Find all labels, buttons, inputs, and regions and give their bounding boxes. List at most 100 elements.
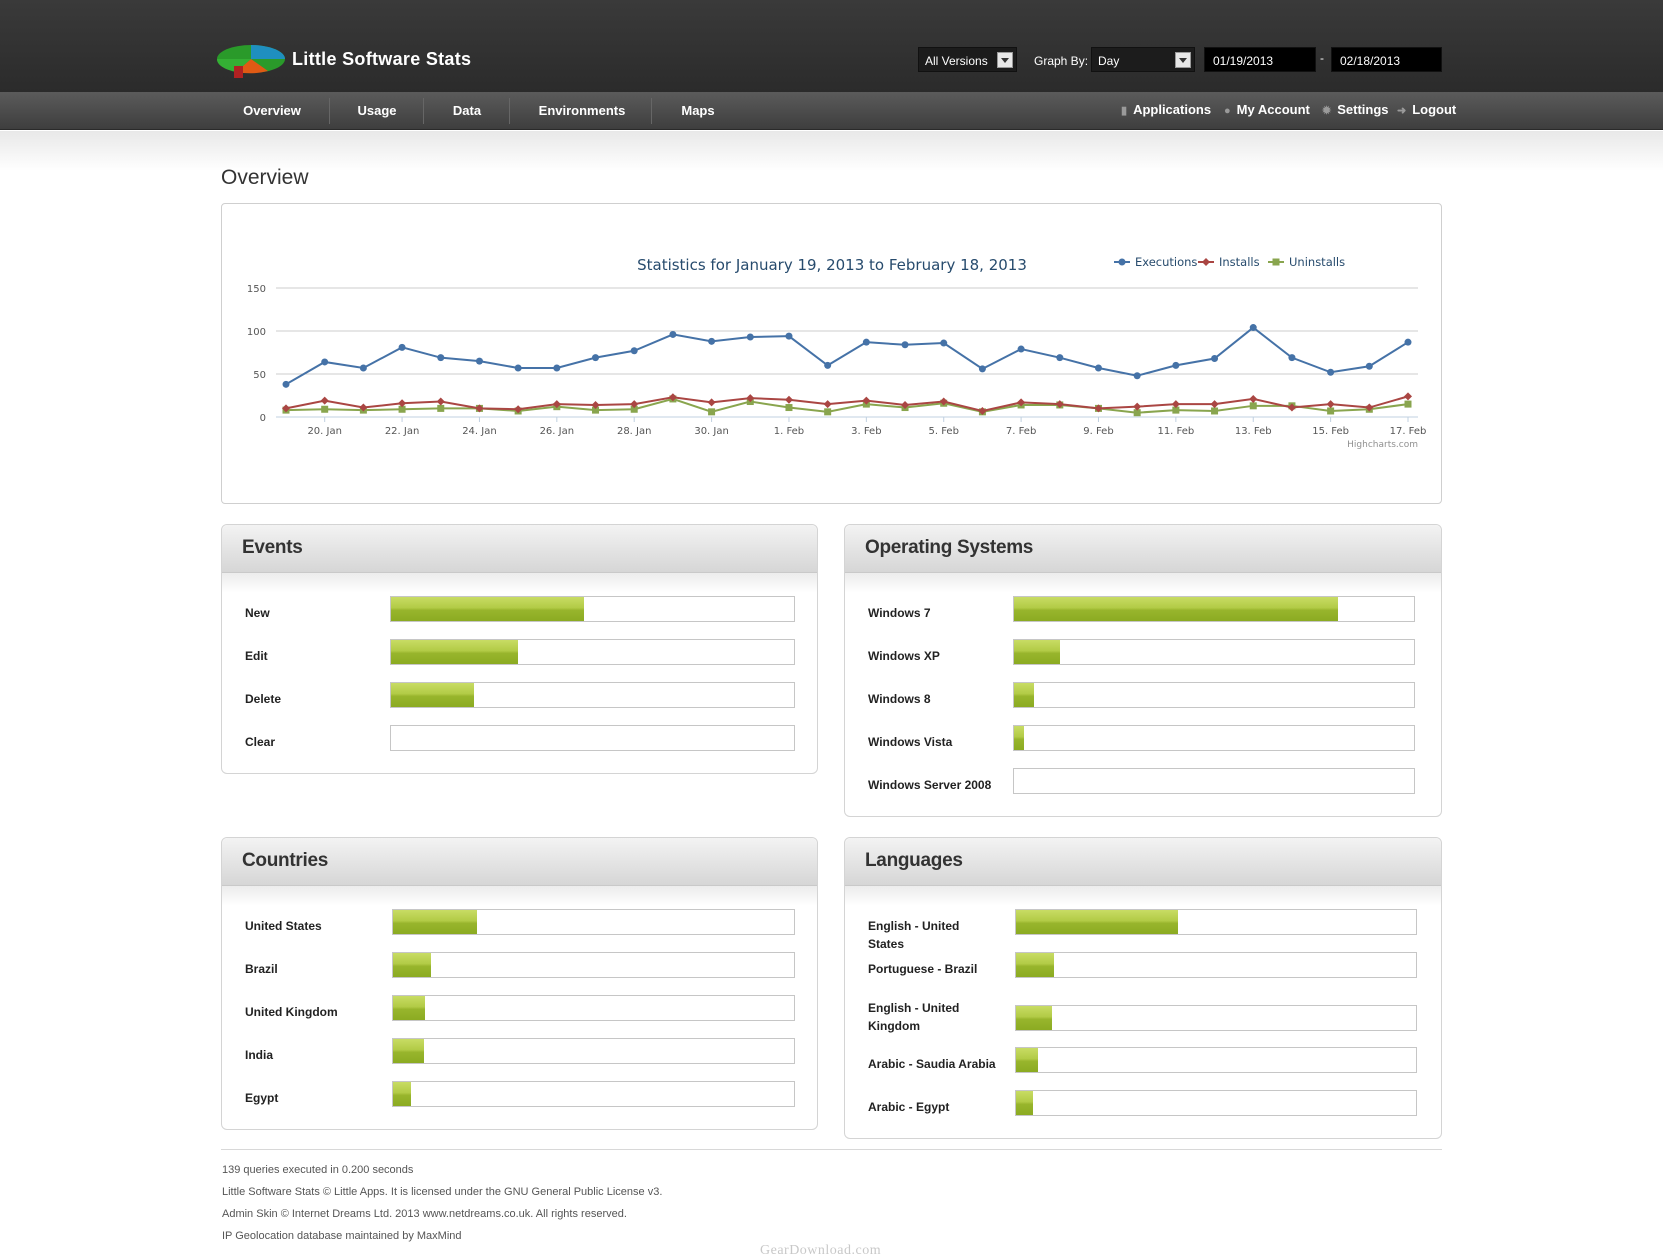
progress-bar-fill xyxy=(393,996,426,1020)
row-label: English - United States xyxy=(868,919,960,951)
nav-divider xyxy=(509,98,510,124)
data-point xyxy=(514,405,523,414)
panel-header-fade xyxy=(222,573,817,593)
data-point xyxy=(437,404,445,412)
data-point xyxy=(1404,338,1412,346)
page-title: Overview xyxy=(221,166,309,189)
list-item: Windows Server 2008 xyxy=(845,765,1441,801)
row-label: United Kingdom xyxy=(245,1005,338,1019)
main-nav: Overview Usage Data Environments Maps ▮ A… xyxy=(0,92,1663,130)
data-point xyxy=(591,400,600,409)
row-label: Portuguese - Brazil xyxy=(868,962,978,976)
events-panel-header: Events xyxy=(222,525,817,573)
legend-marker xyxy=(1118,258,1126,266)
x-tick-label: 28. Jan xyxy=(617,426,652,437)
version-select[interactable]: All Versions xyxy=(918,47,1017,72)
progress-bar xyxy=(392,909,795,935)
countries-panel-title: Countries xyxy=(242,850,328,871)
footer-skin: Admin Skin © Internet Dreams Ltd. 2013 w… xyxy=(222,1208,627,1220)
progress-bar xyxy=(1015,909,1417,935)
arrow-right-icon: ➜ xyxy=(1397,105,1407,117)
nav-environments[interactable]: Environments xyxy=(538,103,626,118)
x-tick-label: 17. Feb xyxy=(1390,426,1427,437)
data-point xyxy=(1133,372,1141,380)
data-point xyxy=(282,404,290,413)
x-tick-label: 11. Feb xyxy=(1157,426,1194,437)
nav-applications-label: Applications xyxy=(1133,102,1212,117)
nav-my-account[interactable]: ● My Account xyxy=(1224,92,1310,130)
nav-my-account-label: My Account xyxy=(1236,102,1310,117)
data-point xyxy=(978,365,986,373)
row-label: Windows Vista xyxy=(868,735,953,749)
data-point xyxy=(1133,409,1141,417)
data-point xyxy=(1056,354,1064,362)
progress-bar-fill xyxy=(391,683,474,707)
progress-bar xyxy=(1013,768,1415,794)
legend-label: Executions xyxy=(1135,255,1197,269)
progress-bar-fill xyxy=(1016,1091,1033,1115)
data-point xyxy=(1017,398,1026,407)
nav-overview[interactable]: Overview xyxy=(243,103,301,118)
legend-label: Installs xyxy=(1219,255,1260,269)
data-point xyxy=(282,380,290,388)
footer-geo: IP Geolocation database maintained by Ma… xyxy=(222,1230,462,1242)
data-point xyxy=(862,338,870,346)
data-point xyxy=(1327,368,1335,376)
data-point xyxy=(592,406,600,414)
header-shadow xyxy=(0,131,1663,171)
data-point xyxy=(552,400,561,409)
nav-maps[interactable]: Maps xyxy=(681,103,715,118)
events-panel-title: Events xyxy=(242,537,303,558)
nav-logout[interactable]: ➜ Logout xyxy=(1397,92,1456,130)
progress-bar xyxy=(1013,725,1415,751)
x-tick-label: 3. Feb xyxy=(851,426,881,437)
data-point xyxy=(1094,364,1102,372)
list-item: Edit xyxy=(222,636,817,672)
graph-by-select[interactable]: Day xyxy=(1091,47,1195,72)
bar-chart-icon: ▮ xyxy=(1121,105,1128,117)
progress-bar xyxy=(1015,1047,1417,1073)
row-label: Windows Server 2008 xyxy=(868,778,992,792)
end-date-input[interactable]: 02/18/2013 xyxy=(1331,47,1442,72)
list-item: India xyxy=(222,1035,817,1071)
progress-bar xyxy=(390,725,795,751)
progress-bar xyxy=(1015,952,1417,978)
data-point xyxy=(901,341,909,349)
data-point xyxy=(1017,345,1025,353)
x-tick-label: 22. Jan xyxy=(385,426,420,437)
x-tick-label: 5. Feb xyxy=(929,426,959,437)
data-point xyxy=(707,398,716,407)
list-item: Windows 8 xyxy=(845,679,1441,715)
data-point xyxy=(359,403,368,412)
list-item: United States xyxy=(222,906,817,942)
data-point xyxy=(1404,400,1412,408)
data-point xyxy=(1249,394,1258,403)
progress-bar-fill xyxy=(1014,726,1024,750)
row-label: Delete xyxy=(245,692,282,706)
chevron-down-icon xyxy=(997,52,1013,68)
footer-queries: 139 queries executed in 0.200 seconds xyxy=(222,1164,414,1176)
row-label: Edit xyxy=(245,649,268,663)
data-point xyxy=(708,337,716,345)
row-label: Brazil xyxy=(245,962,278,976)
nav-settings[interactable]: ✹ Settings xyxy=(1322,92,1389,130)
legend-marker xyxy=(1272,258,1280,266)
list-item: Arabic - Egypt xyxy=(845,1087,1441,1123)
progress-bar xyxy=(392,995,795,1021)
row-label: United States xyxy=(245,919,322,933)
data-point xyxy=(1094,404,1103,413)
list-item: Clear xyxy=(222,722,817,758)
nav-usage[interactable]: Usage xyxy=(357,103,397,118)
app-logo-icon xyxy=(216,45,285,78)
data-point xyxy=(436,397,445,406)
data-point xyxy=(1210,400,1219,409)
nav-applications[interactable]: ▮ Applications xyxy=(1121,92,1211,130)
data-point xyxy=(1249,324,1257,332)
start-date-input[interactable]: 01/19/2013 xyxy=(1204,47,1316,72)
languages-panel: Languages English - United States Portugue… xyxy=(844,837,1442,1139)
row-label: Egypt xyxy=(245,1091,279,1105)
data-point xyxy=(669,330,677,338)
data-point xyxy=(1365,362,1373,370)
date-separator: - xyxy=(1320,51,1324,65)
nav-data[interactable]: Data xyxy=(452,103,482,118)
